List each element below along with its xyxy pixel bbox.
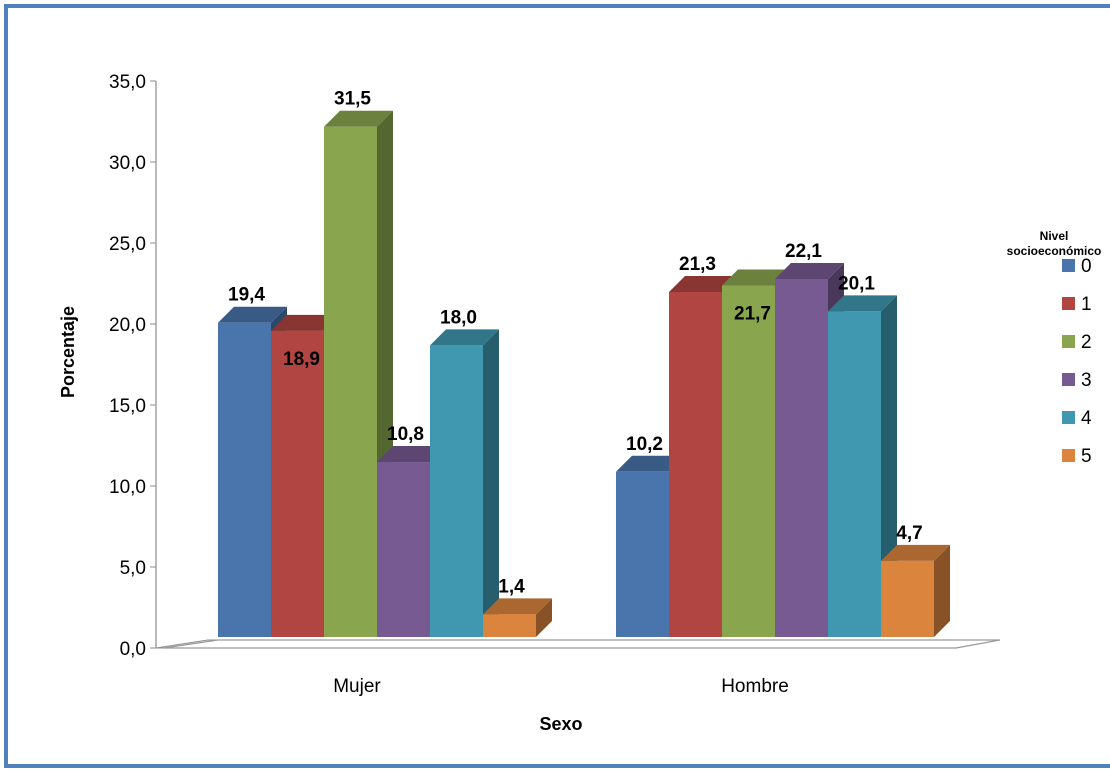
legend-item: 2 <box>1081 332 1092 353</box>
bar-top <box>271 314 340 331</box>
bar-side <box>536 598 552 637</box>
data-label: 22,1 <box>785 241 822 262</box>
bar <box>616 471 669 637</box>
y-tick-label: 15,0 <box>109 396 146 417</box>
bar <box>430 345 483 637</box>
legend: Nivel socioeconómico 0 1 2 3 4 5 <box>1007 229 1102 467</box>
data-label: 18,0 <box>440 307 477 328</box>
data-label: 4,7 <box>896 523 922 544</box>
bar-top <box>828 295 897 312</box>
legend-swatch <box>1062 259 1075 272</box>
legend-swatch <box>1062 411 1075 424</box>
legend-item: 4 <box>1081 408 1092 429</box>
bar-side <box>934 544 950 637</box>
bar <box>669 291 722 637</box>
legend-item: 1 <box>1081 294 1092 315</box>
y-axis: 0,0 5,0 10,0 15,0 20,0 25,0 30,0 35,0 <box>109 72 157 660</box>
chart-floor <box>155 639 1001 649</box>
bar <box>828 311 881 637</box>
y-axis-title: Porcentaje <box>58 306 78 398</box>
legend-item: 0 <box>1081 256 1092 277</box>
bars <box>218 110 950 637</box>
bar <box>218 322 271 637</box>
data-label: 10,2 <box>626 434 663 455</box>
x-tick-label: Mujer <box>333 676 381 697</box>
bar-top <box>430 329 499 346</box>
data-label: 1,4 <box>498 576 525 597</box>
y-tick-label: 35,0 <box>109 72 146 93</box>
bar <box>881 560 934 637</box>
data-label: 18,9 <box>283 349 320 370</box>
legend-swatch <box>1062 297 1075 310</box>
bar-top <box>377 446 446 463</box>
bar <box>722 285 775 637</box>
bar <box>377 462 430 637</box>
bar-top <box>616 455 685 472</box>
bar-top <box>218 306 287 323</box>
floor-plane <box>163 639 1001 649</box>
data-label: 10,8 <box>387 424 424 445</box>
legend-title: socioeconómico <box>1007 244 1102 258</box>
legend-swatch <box>1062 373 1075 386</box>
bar-top <box>881 544 950 561</box>
bar-top <box>775 262 844 279</box>
data-label: 21,7 <box>734 303 771 324</box>
data-labels: 19,4 18,9 31,5 10,8 18,0 1,4 10,2 21,3 21,7 22,1 2… <box>228 89 923 598</box>
bar-side <box>483 329 499 637</box>
data-label: 20,1 <box>838 273 875 294</box>
x-axis-title: Sexo <box>539 714 582 734</box>
bar-top <box>722 269 791 286</box>
bar <box>271 330 324 637</box>
x-tick-label: Hombre <box>721 676 789 697</box>
data-label: 21,3 <box>679 254 716 275</box>
bar <box>324 126 377 637</box>
legend-item: 5 <box>1081 446 1092 467</box>
y-tick-label: 10,0 <box>109 477 146 498</box>
y-tick-label: 5,0 <box>120 558 146 579</box>
data-label: 19,4 <box>228 285 265 306</box>
legend-swatch <box>1062 335 1075 348</box>
y-tick-label: 20,0 <box>109 315 146 336</box>
y-tick-label: 30,0 <box>109 153 146 174</box>
data-label: 31,5 <box>334 89 371 110</box>
legend-item: 3 <box>1081 370 1092 391</box>
x-axis: Mujer Hombre <box>333 676 789 697</box>
bar-top <box>669 275 738 292</box>
y-tick-label: 25,0 <box>109 234 146 255</box>
y-tick-label: 0,0 <box>120 639 146 660</box>
bar-top <box>483 598 552 615</box>
bar <box>483 614 536 637</box>
legend-title: Nivel <box>1040 229 1069 243</box>
bar-top <box>324 110 393 127</box>
bar <box>775 278 828 637</box>
legend-swatch <box>1062 449 1075 462</box>
